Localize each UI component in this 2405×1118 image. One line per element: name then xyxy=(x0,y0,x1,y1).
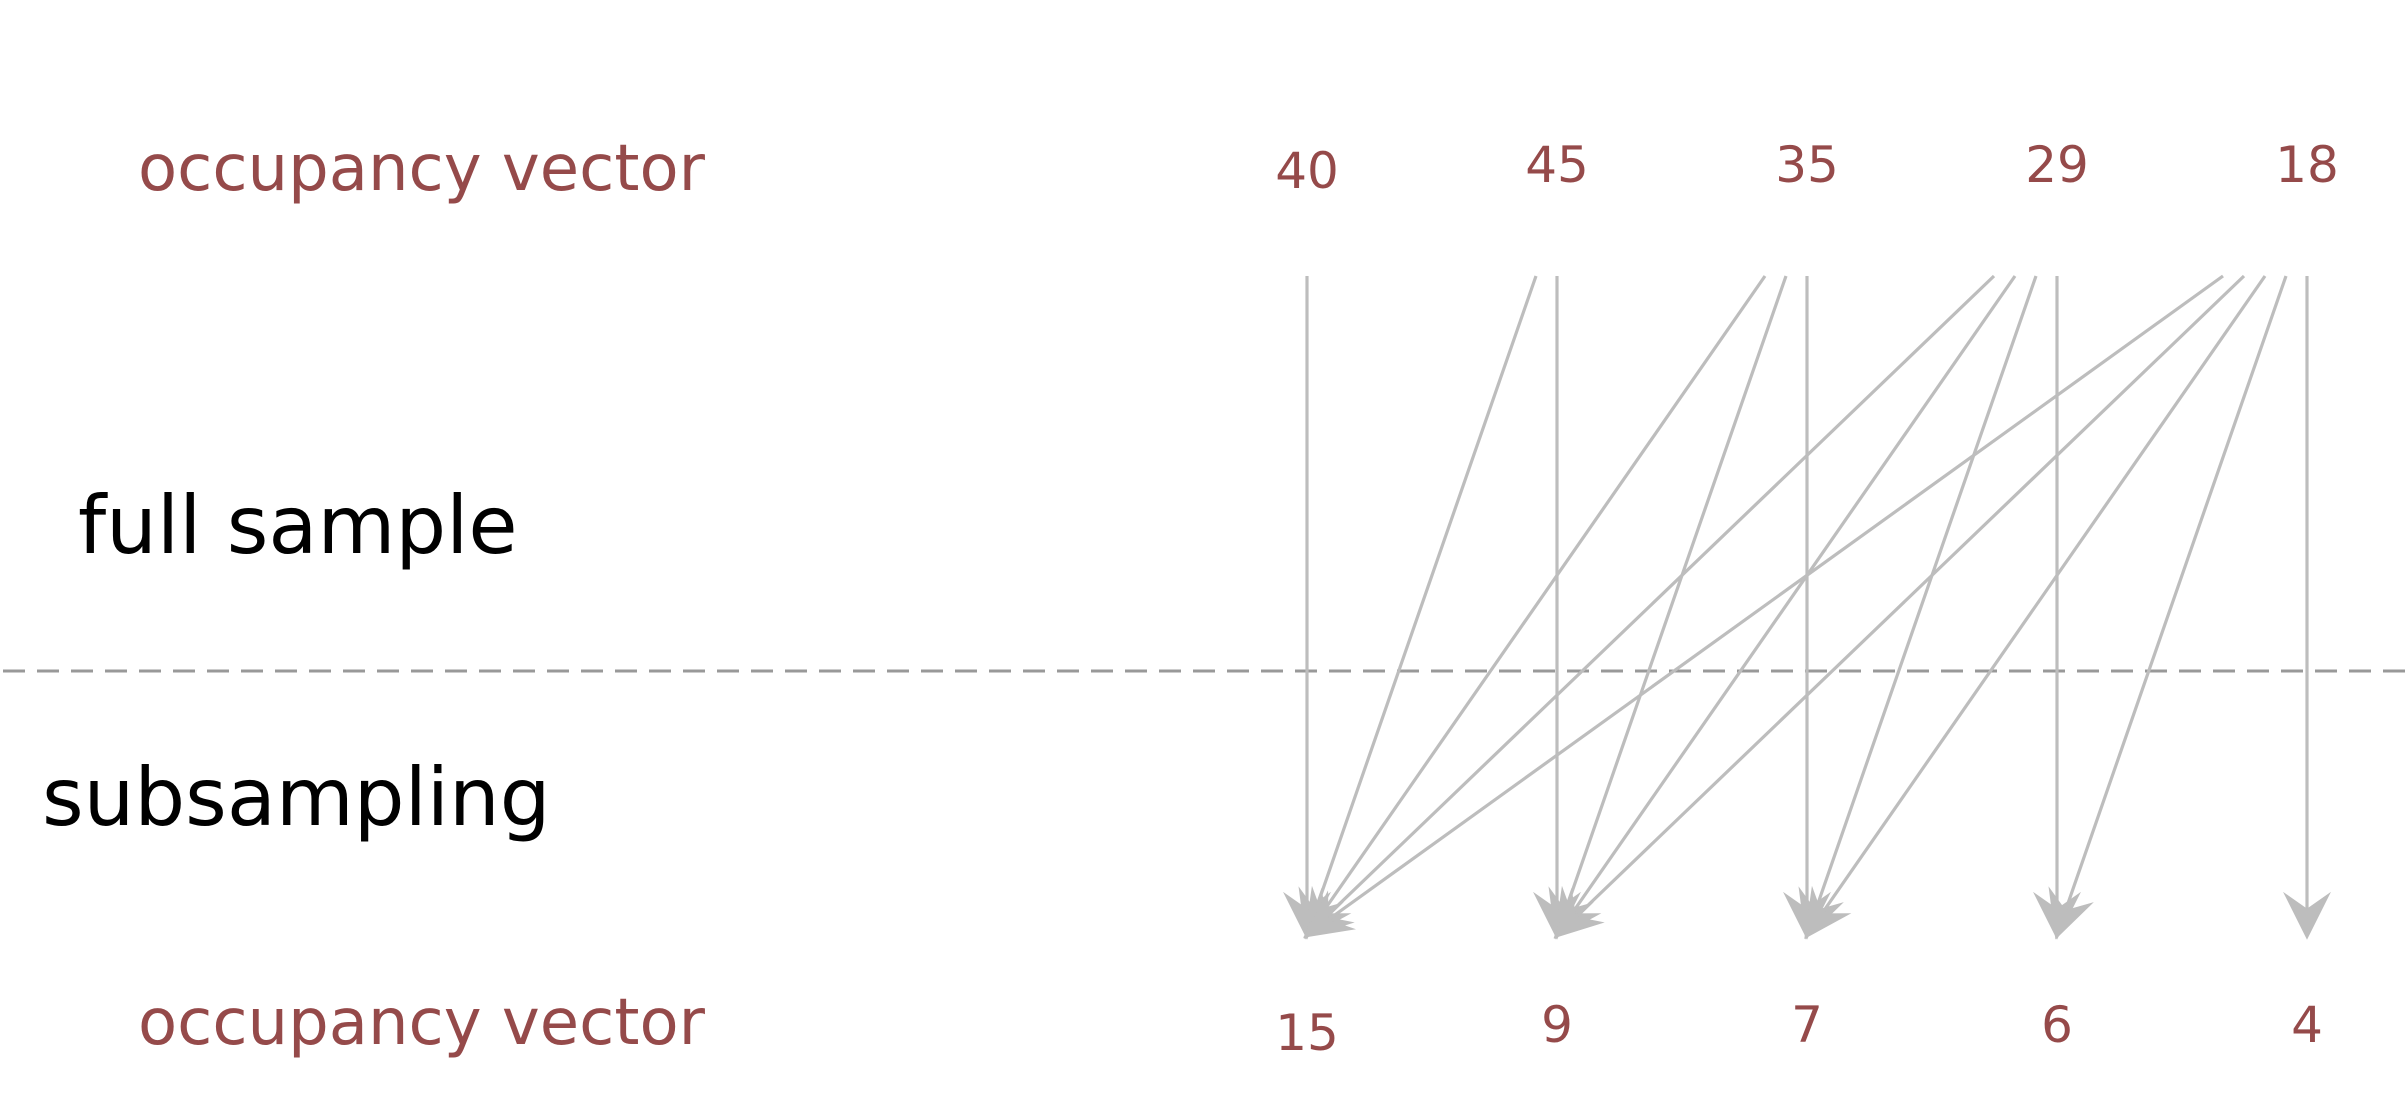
arrow-1-to-0 xyxy=(1298,275,1538,940)
bottom-value: 15 xyxy=(1275,1004,1339,1062)
bottom-value: 4 xyxy=(2291,996,2323,1054)
arrow-3-to-2 xyxy=(1798,275,2038,940)
arrows-group xyxy=(1283,274,2331,940)
top-value: 29 xyxy=(2025,136,2089,194)
top-row-label: occupancy vector xyxy=(138,132,706,206)
full-sample-label: full sample xyxy=(78,479,518,572)
subsampling-label: subsampling xyxy=(42,751,551,844)
bottom-value: 9 xyxy=(1541,996,1573,1054)
arrow-2-to-0 xyxy=(1304,275,1767,939)
arrow-4-to-0 xyxy=(1303,274,2224,938)
bottom-value: 7 xyxy=(1791,996,1823,1054)
arrow-2-to-1 xyxy=(1548,275,1788,940)
top-value: 45 xyxy=(1525,136,1589,194)
arrow-4-to-2 xyxy=(1804,275,2267,939)
arrow-4-to-3 xyxy=(2048,275,2288,940)
arrow-3-to-1 xyxy=(1554,275,2017,939)
top-value: 40 xyxy=(1275,142,1339,200)
top-value: 18 xyxy=(2275,136,2339,194)
arrow-4-to-1 xyxy=(1553,274,2246,939)
arrow-3-to-0 xyxy=(1303,274,1996,939)
bottom-value: 6 xyxy=(2041,996,2073,1054)
bottom-row-label: occupancy vector xyxy=(138,986,706,1060)
top-value: 35 xyxy=(1775,136,1839,194)
